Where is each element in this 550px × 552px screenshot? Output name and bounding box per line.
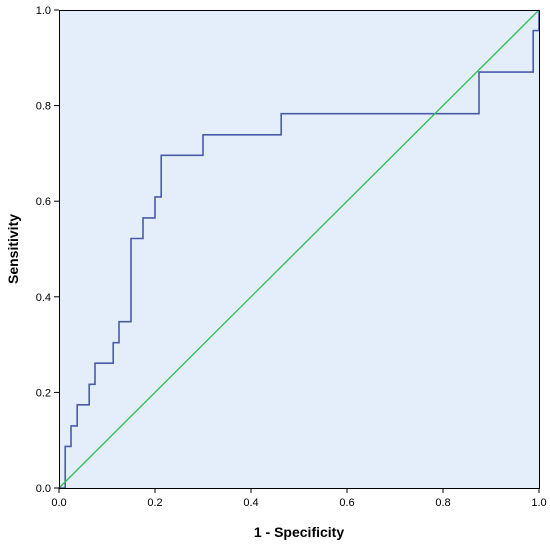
axis-layer: 0.0 0.2 0.4 0.6 0.8 1.0 0.0 0.2 0.4 0.6 0.8 1.0 — [36, 5, 547, 509]
reference-line — [58, 9, 540, 489]
x-tick-label: 0.0 — [51, 497, 66, 509]
roc-curve — [59, 10, 540, 489]
plot-frame — [59, 10, 540, 489]
y-axis-title: Sensitivity — [5, 214, 21, 284]
y-tick-label: 0.6 — [36, 196, 51, 208]
x-tick-label: 0.8 — [435, 497, 450, 509]
x-tick-label: 0.6 — [339, 497, 354, 509]
x-tick-label: 0.4 — [243, 497, 258, 509]
y-tick-label: 0.2 — [36, 387, 51, 399]
x-tick-label: 1.0 — [531, 497, 546, 509]
y-tick-label: 0.8 — [36, 101, 51, 113]
x-tick-label: 0.2 — [147, 497, 162, 509]
y-tick-label: 1.0 — [36, 5, 51, 17]
series-layer — [58, 9, 540, 489]
x-axis-title: 1 - Specificity — [254, 524, 344, 540]
y-tick-label: 0.0 — [36, 483, 51, 495]
y-tick-label: 0.4 — [36, 292, 51, 304]
